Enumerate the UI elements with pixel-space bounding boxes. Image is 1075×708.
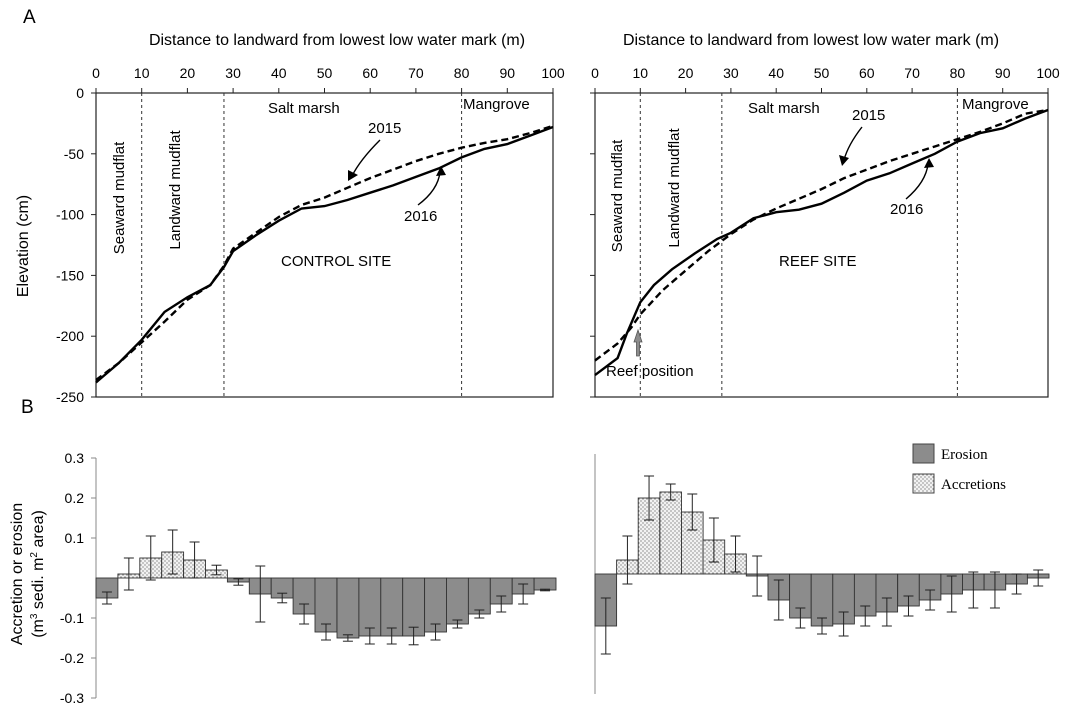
y-tick-label: -200 bbox=[56, 328, 84, 344]
profile-chart-control: 0 10 20 30 40 50 60 70 80 90 100 0 -50 -100 -150 -200 -2… bbox=[56, 65, 565, 405]
plot-frame bbox=[95, 92, 554, 398]
y-axis-title-elevation: Elevation (cm) bbox=[15, 195, 32, 297]
y-tick-label: 0.1 bbox=[65, 530, 85, 546]
bar-chart-reef bbox=[594, 454, 1050, 694]
legend-label-erosion: Erosion bbox=[941, 447, 988, 463]
arrowhead-2016 bbox=[924, 158, 934, 168]
zone-label-saltmarsh: Salt marsh bbox=[268, 100, 340, 117]
site-label-control: CONTROL SITE bbox=[281, 253, 391, 270]
plot-frame bbox=[594, 92, 1049, 398]
y-tick-label: -0.1 bbox=[60, 610, 84, 626]
zone-label-landward: Landward mudflat bbox=[167, 130, 184, 250]
x-tick-label: 50 bbox=[814, 65, 830, 81]
y-tick-label: -250 bbox=[56, 389, 84, 405]
erosion-bar bbox=[358, 577, 382, 637]
y-tick-label: -100 bbox=[56, 207, 84, 223]
x-tick-label: 90 bbox=[500, 65, 516, 81]
y-tick-label: 0.3 bbox=[65, 450, 85, 466]
x-axis-title-control: Distance to landward from lowest low wat… bbox=[149, 32, 525, 49]
erosion-bar bbox=[533, 577, 557, 591]
arrow-2016 bbox=[417, 171, 441, 206]
legend-label-accretion: Accretions bbox=[941, 477, 1006, 493]
zone-label-seaward: Seaward mudflat bbox=[609, 139, 626, 252]
erosion-bar bbox=[336, 577, 360, 639]
x-tick-label: 40 bbox=[768, 65, 784, 81]
x-tick-label: 20 bbox=[180, 65, 196, 81]
y-tick-label: 0.2 bbox=[65, 490, 85, 506]
arrowhead-2015 bbox=[348, 170, 358, 181]
x-tick-label: 40 bbox=[271, 65, 287, 81]
y-tick-label: -0.2 bbox=[60, 650, 84, 666]
y-axis-title-accretion: Accretion or erosion (m3 sedi. m2 area) bbox=[9, 503, 47, 645]
erosion-bar bbox=[446, 577, 469, 625]
x-tick-label: 70 bbox=[904, 65, 920, 81]
panel-label-b: B bbox=[21, 397, 34, 418]
x-tick-label: 30 bbox=[225, 65, 241, 81]
profile-chart-reef: 0 10 20 30 40 50 60 70 80 90 100 bbox=[590, 65, 1060, 398]
bar-chart-control: 0.3 0.2 0.1 -0.1 -0.2 -0.3 bbox=[60, 450, 557, 706]
x-tick-label: 0 bbox=[591, 65, 599, 81]
arrow-2016 bbox=[905, 163, 929, 200]
line-label-2016: 2016 bbox=[890, 201, 923, 218]
profile-line-2016 bbox=[594, 108, 1049, 377]
panel-label-a: A bbox=[23, 7, 36, 28]
profile-line-2016 bbox=[95, 125, 554, 384]
x-tick-label: 80 bbox=[454, 65, 470, 81]
arrow-2015 bbox=[843, 126, 863, 161]
zone-label-mangrove: Mangrove bbox=[463, 96, 530, 113]
y-tick-label: 0 bbox=[76, 85, 84, 101]
x-axis-title-reef: Distance to landward from lowest low wat… bbox=[623, 32, 999, 49]
x-tick-label: 100 bbox=[541, 65, 565, 81]
zone-label-seaward: Seaward mudflat bbox=[111, 141, 128, 254]
arrowhead-2016 bbox=[436, 166, 446, 176]
arrow-2015 bbox=[351, 139, 381, 177]
erosion-bar bbox=[380, 577, 404, 637]
x-tick-label: 80 bbox=[950, 65, 966, 81]
y-tick-label: -150 bbox=[56, 267, 84, 283]
line-label-2015: 2015 bbox=[852, 107, 885, 124]
site-label-reef: REEF SITE bbox=[779, 253, 857, 270]
accretion-bar bbox=[659, 491, 682, 575]
profile-line-2015 bbox=[95, 124, 554, 381]
zone-label-landward: Landward mudflat bbox=[666, 128, 683, 248]
x-tick-label: 50 bbox=[317, 65, 333, 81]
zone-label-mangrove: Mangrove bbox=[962, 96, 1029, 113]
y-tick-label: -0.3 bbox=[60, 690, 84, 706]
y-axis-title-line1: Accretion or erosion bbox=[9, 503, 26, 645]
legend-swatch-erosion bbox=[912, 443, 935, 464]
y-tick-label: -50 bbox=[64, 146, 84, 162]
reef-position-label: Reef position bbox=[606, 363, 694, 380]
reef-position-arrow bbox=[633, 328, 643, 357]
line-label-2015: 2015 bbox=[368, 120, 401, 137]
zone-label-saltmarsh: Salt marsh bbox=[748, 100, 820, 117]
x-tick-label: 90 bbox=[995, 65, 1011, 81]
x-tick-label: 60 bbox=[362, 65, 378, 81]
x-tick-label: 20 bbox=[678, 65, 694, 81]
x-tick-label: 30 bbox=[723, 65, 739, 81]
x-tick-label: 10 bbox=[633, 65, 649, 81]
x-tick-label: 100 bbox=[1036, 65, 1060, 81]
legend-swatch-accretion bbox=[912, 473, 935, 494]
profile-line-2015 bbox=[594, 108, 1049, 362]
arrowhead-2015 bbox=[839, 155, 849, 166]
y-axis-title-line2: (m3 sedi. m2 area) bbox=[29, 510, 47, 638]
legend: Erosion Accretions bbox=[912, 443, 1006, 494]
erosion-bar bbox=[467, 577, 491, 615]
x-tick-label: 0 bbox=[92, 65, 100, 81]
x-tick-label: 70 bbox=[408, 65, 424, 81]
x-tick-label: 10 bbox=[134, 65, 150, 81]
line-label-2016: 2016 bbox=[404, 208, 437, 225]
x-tick-label: 60 bbox=[859, 65, 875, 81]
